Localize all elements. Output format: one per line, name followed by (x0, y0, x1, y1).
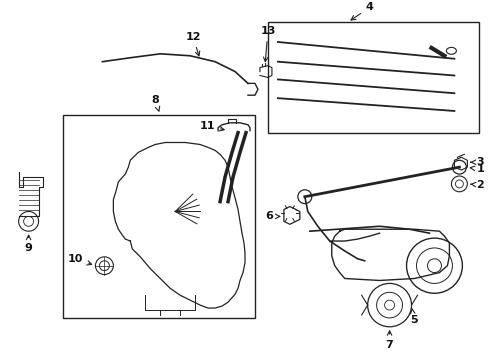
Text: 8: 8 (151, 95, 159, 111)
Text: 10: 10 (68, 254, 91, 265)
Text: 11: 11 (199, 121, 224, 131)
Text: 5: 5 (409, 309, 417, 325)
Text: 4: 4 (350, 3, 373, 20)
Text: 13: 13 (260, 26, 275, 62)
Text: 1: 1 (469, 164, 483, 174)
Bar (267, 22, 478, 132)
Text: 2: 2 (470, 180, 483, 190)
Text: 9: 9 (24, 235, 33, 253)
Text: 7: 7 (385, 331, 393, 350)
Text: 6: 6 (264, 211, 279, 221)
Text: 12: 12 (185, 32, 201, 56)
Text: 3: 3 (470, 157, 483, 167)
Bar (62, 115, 254, 318)
